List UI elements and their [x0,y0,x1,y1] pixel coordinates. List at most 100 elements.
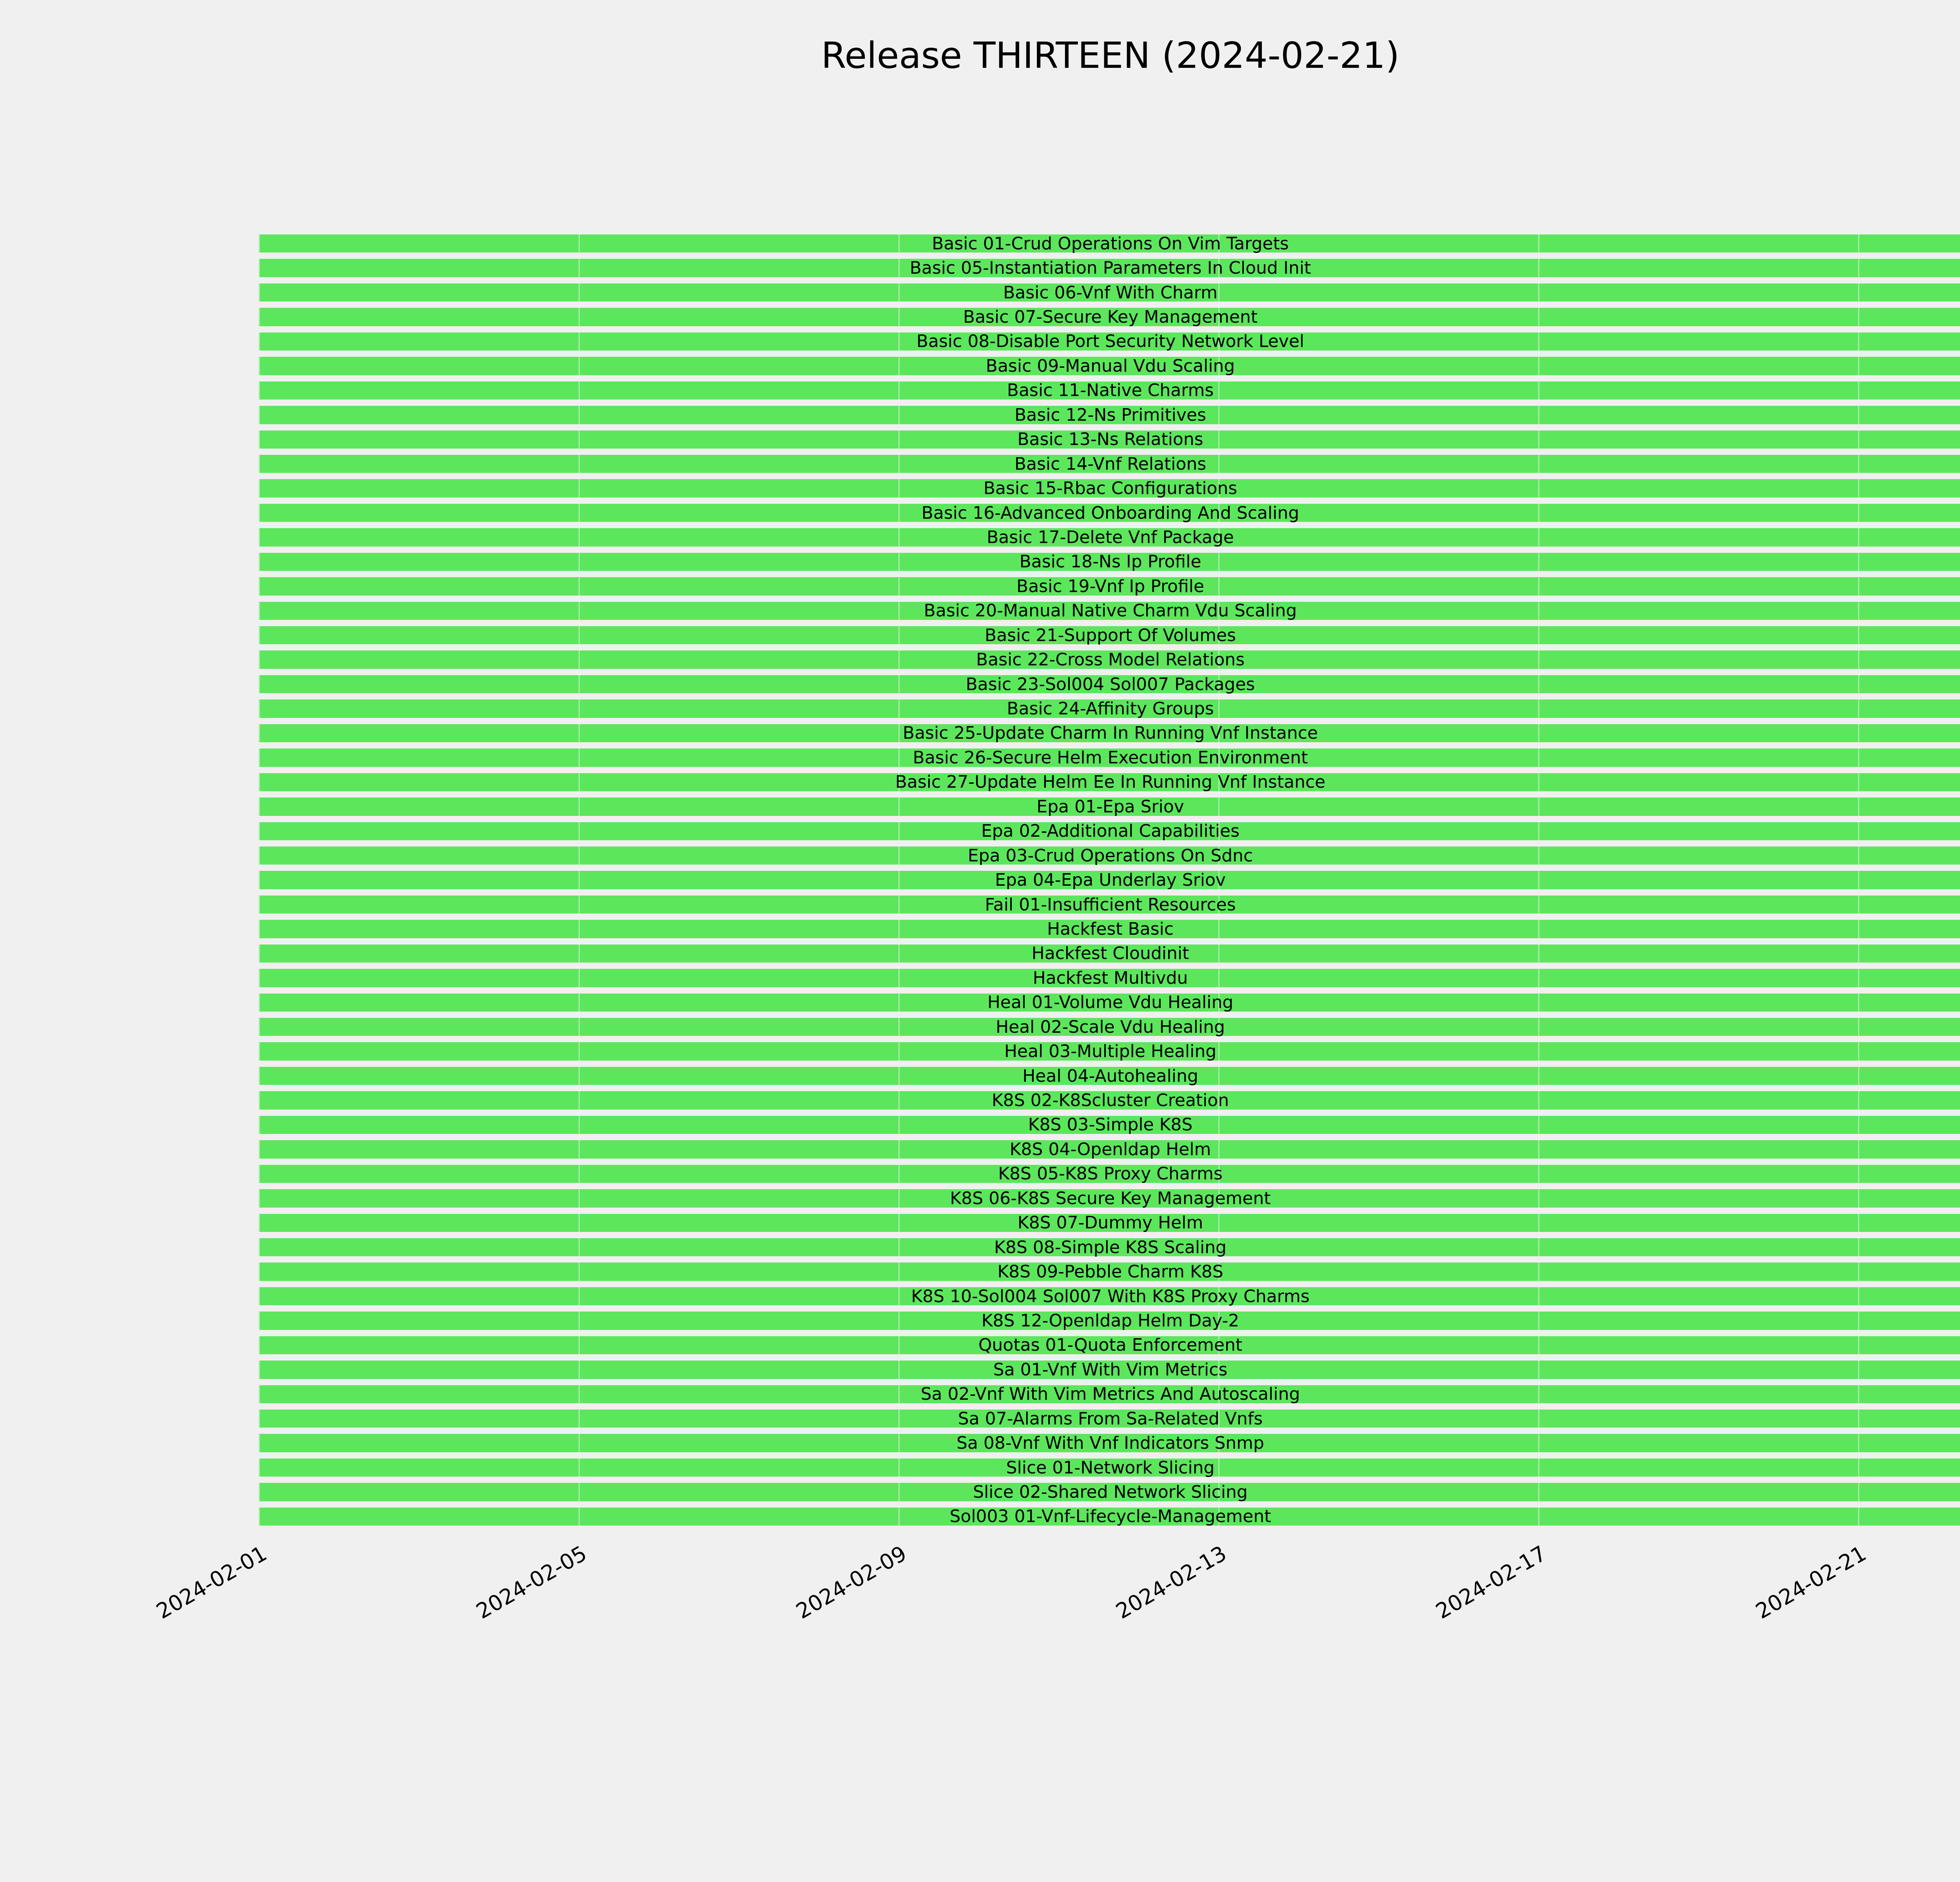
gantt-row: Heal 01-Volume Vdu Healing [259,990,1960,1015]
bar-label: Epa 04-Epa Underlay Sriov [995,870,1226,890]
gantt-row: Basic 19-Vnf Ip Profile [259,574,1960,598]
gantt-bar [259,773,1960,792]
bar-label: Fail 01-Insufficient Resources [985,894,1236,915]
x-tick-label: 2024-02-05 [472,1541,591,1624]
bar-label: Basic 14-Vnf Relations [1014,454,1207,474]
gantt-bar [259,234,1960,253]
bar-label: Epa 02-Additional Capabilities [981,821,1240,841]
gantt-row: Basic 27-Update Helm Ee In Running Vnf I… [259,770,1960,794]
bar-label: Basic 16-Advanced Onboarding And Scaling [921,503,1299,523]
gantt-bar [259,822,1960,840]
gantt-bar [259,528,1960,547]
gantt-row: Epa 03-Crud Operations On Sdnc [259,843,1960,868]
gantt-row: Sa 01-Vnf With Vim Metrics [259,1357,1960,1382]
gantt-bar [259,871,1960,889]
gantt-row: Basic 22-Cross Model Relations [259,647,1960,672]
gridline [259,231,260,1529]
bar-label: Basic 27-Update Helm Ee In Running Vnf I… [895,772,1326,792]
gantt-row: K8S 06-K8S Secure Key Management [259,1186,1960,1210]
gantt-bar [259,969,1960,987]
bar-label: Sol003 01-Vnf-Lifecycle-Management [949,1506,1271,1527]
gantt-bar [259,675,1960,694]
gantt-row: Slice 02-Shared Network Slicing [259,1480,1960,1504]
bar-label: Basic 09-Manual Vdu Scaling [985,356,1235,376]
bar-label: Sa 08-Vnf With Vnf Indicators Snmp [956,1433,1264,1453]
gridline [898,231,900,1529]
gantt-bar [259,1263,1960,1281]
bar-label: Basic 24-Affinity Groups [1007,699,1214,719]
gantt-row: Basic 17-Delete Vnf Package [259,525,1960,549]
gantt-row: Basic 16-Advanced Onboarding And Scaling [259,501,1960,525]
bar-label: Basic 07-Secure Key Management [963,307,1258,327]
gantt-row: Basic 26-Secure Helm Execution Environme… [259,745,1960,770]
bar-label: Basic 17-Delete Vnf Package [987,527,1234,547]
gantt-bar [259,846,1960,865]
bar-label: Basic 08-Disable Port Security Network L… [916,331,1305,352]
gantt-row: Basic 12-Ns Primitives [259,403,1960,427]
gantt-row: Heal 04-Autohealing [259,1064,1960,1088]
gridline [1538,231,1539,1529]
bar-label: K8S 08-Simple K8S Scaling [994,1237,1227,1257]
bar-label: Slice 02-Shared Network Slicing [973,1482,1248,1502]
x-tick-label: 2024-02-17 [1432,1541,1551,1624]
gantt-bar [259,1483,1960,1501]
bar-label: Heal 01-Volume Vdu Healing [987,992,1234,1013]
bar-label: Slice 01-Network Slicing [1006,1457,1215,1478]
gantt-row: Basic 05-Instantiation Parameters In Clo… [259,256,1960,280]
gantt-row: Heal 02-Scale Vdu Healing [259,1015,1960,1039]
bar-label: Heal 04-Autohealing [1022,1066,1198,1086]
bar-label: Basic 25-Update Charm In Running Vnf Ins… [902,723,1318,743]
gantt-row: Hackfest Cloudinit [259,941,1960,966]
gantt-bar [259,748,1960,767]
gantt-bar [259,1213,1960,1232]
x-tick-label: 2024-02-13 [1112,1541,1231,1624]
gantt-row: Fail 01-Insufficient Resources [259,892,1960,917]
gantt-bar [259,259,1960,277]
gantt-bar [259,406,1960,424]
bar-label: Basic 18-Ns Ip Profile [1019,552,1201,572]
x-axis: 2024-02-01 2024-02-05 2024-02-09 2024-02-13… [152,1529,1960,1647]
gantt-row: K8S 09-Pebble Charm K8S [259,1259,1960,1284]
bar-label: Basic 26-Secure Helm Execution Environme… [913,747,1308,768]
gantt-row: Epa 02-Additional Capabilities [259,819,1960,843]
gantt-bar [259,381,1960,400]
gantt-bar [259,1238,1960,1257]
gantt-bar [259,895,1960,914]
bar-label: Basic 22-Cross Model Relations [976,650,1245,670]
gantt-bar [259,724,1960,743]
bar-label: Basic 01-Crud Operations On Vim Targets [932,233,1289,254]
gantt-bar [259,1410,1960,1428]
bar-label: K8S 12-Openldap Helm Day-2 [981,1310,1240,1331]
gantt-row: Slice 01-Network Slicing [259,1455,1960,1480]
gantt-bar [259,993,1960,1012]
gantt-row: K8S 04-Openldap Helm [259,1137,1960,1161]
bar-label: Sa 07-Alarms From Sa-Related Vnfs [958,1408,1263,1429]
bar-label: Basic 19-Vnf Ip Profile [1016,576,1204,596]
gantt-bar [259,1018,1960,1036]
gantt-bar [259,503,1960,522]
bar-label: Sa 02-Vnf With Vim Metrics And Autoscali… [920,1384,1300,1404]
gridline [1858,231,1859,1529]
gantt-bar [259,1434,1960,1452]
gantt-row: Basic 23-Sol004 Sol007 Packages [259,672,1960,696]
bar-label: K8S 02-K8Scluster Creation [991,1090,1229,1111]
x-tick-label: 2024-02-01 [152,1541,271,1624]
gantt-bar [259,699,1960,718]
bar-label: Basic 15-Rbac Configurations [983,478,1238,499]
gantt-row: K8S 10-Sol004 Sol007 With K8S Proxy Char… [259,1284,1960,1308]
bar-label: Basic 13-Ns Relations [1017,429,1203,450]
gantt-row: K8S 12-Openldap Helm Day-2 [259,1308,1960,1333]
gantt-row: Basic 11-Native Charms [259,378,1960,403]
bar-label: Hackfest Multivdu [1033,968,1188,988]
gantt-row: Basic 24-Affinity Groups [259,696,1960,721]
gantt-row: Sa 02-Vnf With Vim Metrics And Autoscali… [259,1382,1960,1406]
gantt-bar [259,1140,1960,1159]
bar-label: Basic 11-Native Charms [1007,380,1214,401]
gantt-row: Basic 25-Update Charm In Running Vnf Ins… [259,721,1960,745]
gantt-bar [259,552,1960,571]
bar-label: K8S 03-Simple K8S [1028,1115,1193,1135]
gantt-bar [259,357,1960,375]
gantt-bar [259,430,1960,449]
gantt-row: Basic 14-Vnf Relations [259,452,1960,476]
